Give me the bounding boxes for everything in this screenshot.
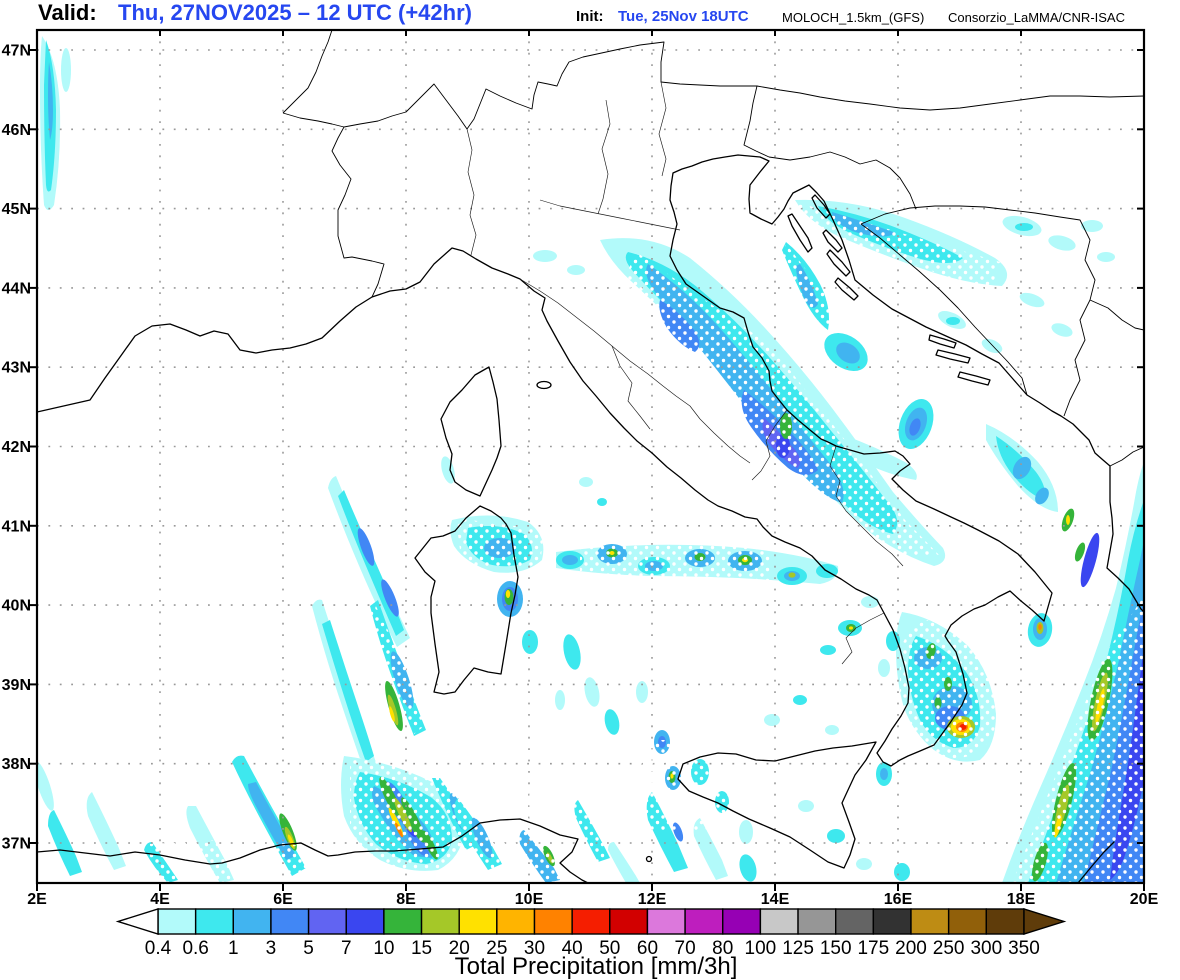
credit-text: Consorzio_LaMMA/CNR-ISAC <box>948 10 1125 25</box>
colorbar-value: 7 <box>341 938 352 959</box>
colorbar-cell <box>458 908 498 935</box>
stipple-overlay <box>150 202 1144 883</box>
lon-label: 16E <box>884 891 913 908</box>
lat-label: 40N <box>2 598 31 615</box>
lon-label: 4E <box>150 891 170 908</box>
colorbar-cell <box>571 908 611 935</box>
map-frame <box>35 28 1146 885</box>
colorbar-value: 50 <box>599 938 620 959</box>
colorbar-value: 60 <box>637 938 658 959</box>
colorbar-value: 70 <box>675 938 696 959</box>
coastlines <box>37 154 1144 883</box>
lat-label: 39N <box>2 677 31 694</box>
colorbar-cell <box>646 908 686 935</box>
colorbar-value: 10 <box>373 938 394 959</box>
regional-borders <box>466 81 904 665</box>
national-borders <box>282 30 1144 467</box>
colorbar-value: 175 <box>857 938 889 959</box>
colorbar-value: 5 <box>303 938 314 959</box>
lon-label: 6E <box>273 891 293 908</box>
colorbar-cell <box>722 908 762 935</box>
colorbar-value: 350 <box>1008 938 1040 959</box>
colorbar-value: 300 <box>970 938 1002 959</box>
colorbar-cell <box>533 908 573 935</box>
lat-label: 37N <box>2 836 31 853</box>
legend-title: Total Precipitation [mm/3h] <box>455 953 738 980</box>
lon-label: 2E <box>27 891 47 908</box>
lat-label: 44N <box>2 280 31 297</box>
colorbar-cell <box>872 908 912 935</box>
longitude-axis-labels: 2E 4E 6E 8E 10E 12E 14E 16E 18E 20E <box>27 891 1158 908</box>
colorbar-value: 80 <box>712 938 733 959</box>
lon-label: 12E <box>638 891 667 908</box>
colorbar-cell <box>797 908 837 935</box>
model-name: MOLOCH_1.5km_(GFS) <box>782 10 925 25</box>
colorbar-cell <box>345 908 385 935</box>
colorbar-cell <box>420 908 460 935</box>
lat-label: 47N <box>2 43 31 60</box>
lon-label: 10E <box>515 891 544 908</box>
colorbar-tick-labels: 0.4 0.6 1 3 5 7 10 15 20 25 30 40 50 60 70 80 100 125 150 1… <box>145 938 1040 959</box>
colorbar-value: 150 <box>820 938 852 959</box>
colorbar-value: 1 <box>228 938 239 959</box>
lat-label: 45N <box>2 201 31 218</box>
lat-label: 46N <box>2 122 31 139</box>
valid-label: Valid: <box>38 0 97 25</box>
colorbar-value: 0.6 <box>182 938 208 959</box>
colorbar-value: 3 <box>266 938 277 959</box>
precipitation-colorbar <box>157 908 1025 935</box>
colorbar-value: 200 <box>895 938 927 959</box>
lon-label: 20E <box>1130 891 1159 908</box>
valid-datetime: Thu, 27NOV2025 – 12 UTC (+42hr) <box>118 0 472 25</box>
colorbar-cell <box>383 908 423 935</box>
lat-label: 42N <box>2 439 31 456</box>
axis-ticks <box>29 30 1145 891</box>
colorbar-value: 125 <box>782 938 814 959</box>
colorbar-cell <box>684 908 724 935</box>
colorbar-cell <box>759 908 799 935</box>
colorbar-value: 40 <box>562 938 583 959</box>
init-datetime: Tue, 25Nov 18UTC <box>618 8 749 25</box>
colorbar-value: 100 <box>745 938 777 959</box>
colorbar-cell <box>910 908 950 935</box>
colorbar-over-range-arrow <box>1023 908 1067 935</box>
colorbar-cell <box>307 908 347 935</box>
adriatic-islands <box>787 194 991 386</box>
colorbar-value: 25 <box>486 938 507 959</box>
colorbar-cell <box>496 908 536 935</box>
colorbar-value: 20 <box>449 938 470 959</box>
colorbar-value: 15 <box>411 938 432 959</box>
colorbar-value: 30 <box>524 938 545 959</box>
colorbar-value: 250 <box>933 938 965 959</box>
lon-label: 14E <box>761 891 790 908</box>
colorbar-under-range-arrow <box>115 908 159 935</box>
colorbar-cell <box>270 908 310 935</box>
colorbar-cell <box>194 908 234 935</box>
colorbar-cell <box>947 908 988 935</box>
lon-label: 18E <box>1007 891 1036 908</box>
colorbar-cell <box>835 908 875 935</box>
colorbar-cell <box>985 908 1025 935</box>
init-label: Init: <box>576 8 604 25</box>
colorbar-cell <box>232 908 272 935</box>
precipitation-shading <box>37 36 1144 883</box>
colorbar-value: 0.4 <box>145 938 172 959</box>
colorbar-cell <box>609 908 649 935</box>
lon-label: 8E <box>396 891 416 908</box>
lat-label: 41N <box>2 518 31 535</box>
lat-label: 38N <box>2 756 31 773</box>
latitude-axis-labels: 47N 46N 45N 44N 43N 42N 41N 40N 39N 38N 37N <box>2 43 31 853</box>
colorbar-cell <box>157 908 197 935</box>
lat-label: 43N <box>2 360 31 377</box>
